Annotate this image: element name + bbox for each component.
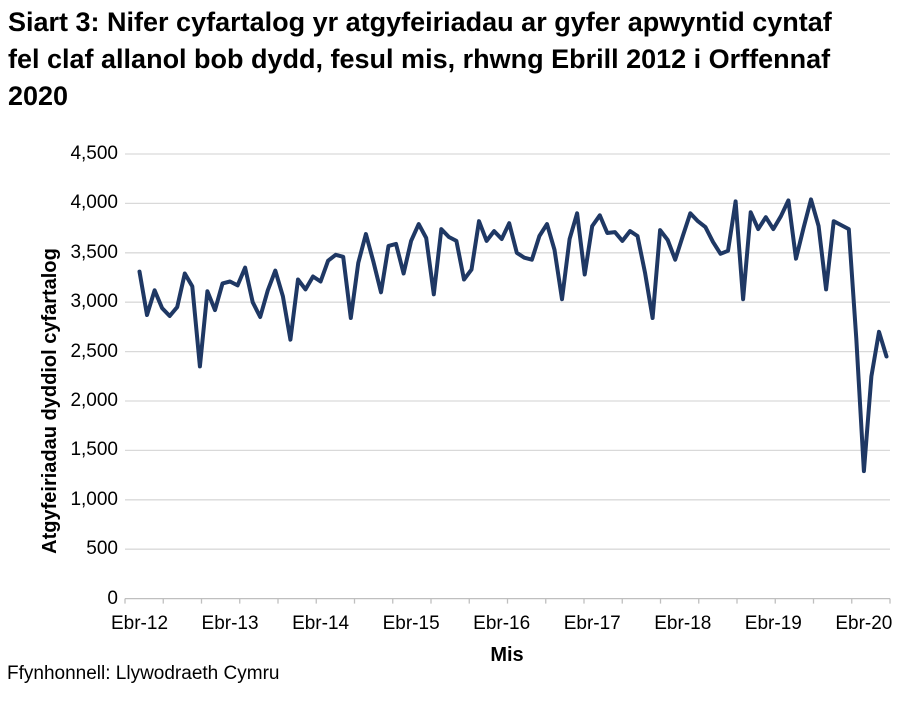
y-tick-label: 1,000 xyxy=(70,488,118,510)
x-axis-ticks xyxy=(124,598,891,604)
y-axis-title: Atgyfeiriadau dyddiol cyfartalog xyxy=(39,248,61,554)
x-tick-label: Ebr-14 xyxy=(292,613,350,634)
x-tick-label: Ebr-12 xyxy=(110,613,169,634)
gridlines xyxy=(125,153,890,550)
chart-title: Siart 3: Nifer cyfartalog yr atgyfeiriad… xyxy=(8,7,832,111)
x-tick-label: Ebr-13 xyxy=(201,613,259,634)
y-tick-label: 4,500 xyxy=(70,143,118,164)
source-note: Ffynhonnell: Llywodraeth Cymru xyxy=(7,663,280,684)
x-tick-label: Ebr-16 xyxy=(473,613,531,634)
y-tick-label: 3,500 xyxy=(70,241,118,263)
y-tick-label: 2,500 xyxy=(70,340,118,362)
y-tick-label: 1,500 xyxy=(70,439,118,461)
y-tick-label: 500 xyxy=(86,538,118,560)
y-tick-label: 0 xyxy=(107,587,118,609)
y-tick-label: 2,000 xyxy=(70,390,118,411)
x-tick-label: Ebr-18 xyxy=(654,613,712,634)
x-tick-label: Ebr-15 xyxy=(382,613,440,634)
x-tick-label: Ebr-19 xyxy=(744,613,802,634)
y-tick-label: 4,000 xyxy=(70,192,118,214)
y-tick-label: 3,000 xyxy=(70,291,118,313)
x-tick-label: Ebr-17 xyxy=(563,613,621,634)
x-axis-title: Mis xyxy=(490,644,524,666)
x-tick-label: Ebr-20 xyxy=(835,613,893,634)
referrals-data-line xyxy=(137,197,889,474)
